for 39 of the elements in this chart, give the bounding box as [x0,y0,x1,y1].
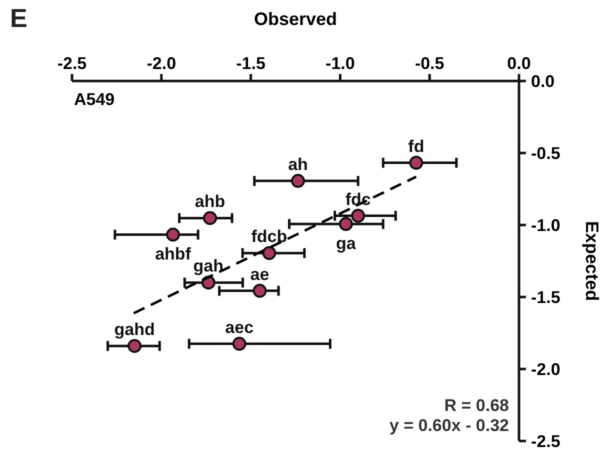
x-tick-label: -2.0 [146,54,176,73]
annotation: gah [193,256,224,276]
y-tick-label: -0.5 [531,144,560,163]
y-tick-label: -1.0 [531,216,560,235]
point [351,208,366,223]
point [128,338,142,353]
x-axis-title: Observed [254,9,338,29]
point [166,228,180,242]
annotation: fdcb [251,227,288,246]
point [291,174,306,188]
annotation: fd [408,136,424,156]
point [232,336,246,351]
annotation: ga [336,234,356,253]
annotation: ahbf [155,244,192,264]
y-tick-label: -2.5 [531,432,560,449]
annotation: ae [250,264,270,284]
y-tick-label: -2.0 [531,360,560,379]
annotation: fdc [345,190,371,209]
x-tick-label: -2.5 [57,54,87,73]
annotation: ah [288,154,308,174]
annotation: gahd [114,320,155,339]
x-tick-label: -0.5 [414,54,444,73]
annotation: ahb [194,192,226,212]
annotation: aec [225,318,254,337]
y-tick-label: -1.5 [531,288,560,307]
point [203,211,218,226]
x-tick-label: 0.0 [507,54,531,73]
annotation: R = 0.68 [444,396,509,415]
point [338,216,353,231]
y-axis-title: Expected [582,220,602,302]
x-tick-label: -1.5 [236,54,266,73]
y-tick-label: 0.0 [531,72,555,91]
x-tick-label: -1.0 [326,54,355,73]
point [252,284,267,298]
annotation: A549 [74,90,115,109]
chart-title: E [10,3,28,33]
point [262,246,276,260]
annotation: y = 0.60x - 0.32 [389,416,509,435]
point [409,156,424,170]
